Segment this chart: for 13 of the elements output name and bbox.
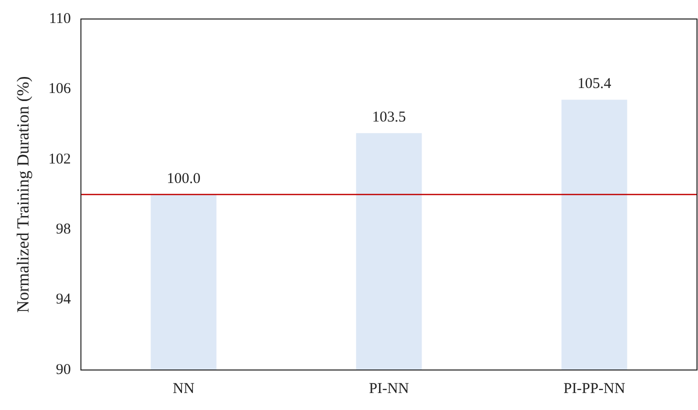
y-tick-label: 94 (56, 292, 72, 308)
y-tick-label: 98 (56, 222, 71, 238)
x-tick-label: PI-PP-NN (563, 380, 626, 397)
x-tick-label: NN (172, 380, 195, 397)
y-tick-label: 106 (48, 81, 72, 98)
y-axis-title: Normalized Training Duration (%) (14, 76, 33, 313)
data-label: 100.0 (166, 170, 200, 187)
y-tick-label: 90 (56, 362, 71, 378)
data-label: 105.4 (577, 76, 612, 92)
x-tick-label: PI-NN (368, 380, 410, 397)
data-label: 103.5 (372, 110, 406, 126)
y-tick-label: 102 (48, 151, 71, 168)
y-tick-label: 110 (48, 10, 71, 27)
